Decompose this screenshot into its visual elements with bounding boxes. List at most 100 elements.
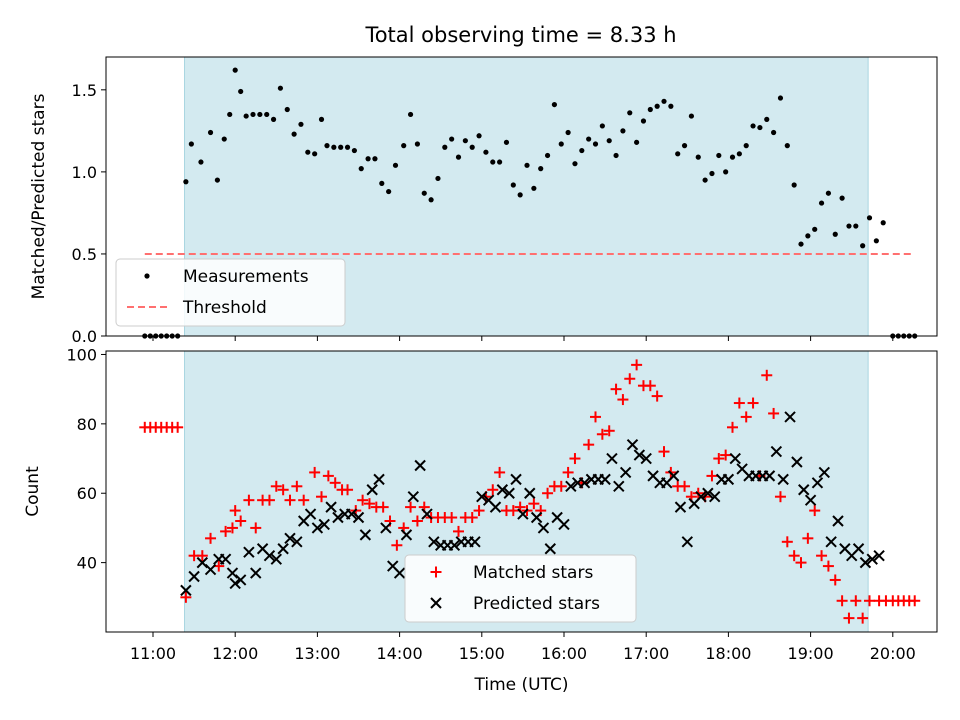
matched-star-point [747, 397, 759, 409]
predicted-star-point [763, 470, 776, 482]
predicted-star-point [674, 501, 687, 513]
matched-star-point [795, 557, 807, 569]
measurement-point [681, 143, 688, 149]
measurement-point [592, 141, 599, 147]
matched-star-point [229, 505, 241, 517]
measurement-point [455, 154, 462, 160]
measurement-point [688, 113, 695, 119]
matched-star-point [569, 453, 581, 465]
matched-star-point [768, 407, 780, 419]
matched-star-point [829, 574, 841, 586]
predicted-star-point [345, 508, 358, 520]
matched-star-point [706, 470, 718, 482]
matched-star-point [220, 525, 232, 537]
x-axis-label: Time (UTC) [474, 675, 569, 695]
predicted-star-point [832, 515, 844, 527]
predicted-star-point [380, 522, 392, 534]
matched-star-point [631, 359, 643, 371]
predicted-star-point [291, 536, 303, 548]
ratio-marks-layer [142, 67, 918, 339]
ratio-y-tick-label: 0.5 [72, 245, 97, 264]
matched-star-point [487, 484, 499, 496]
predicted-star-point [804, 494, 817, 506]
matched-star-point [542, 487, 554, 499]
matched-star-point [284, 494, 296, 506]
predicted-star-point [250, 567, 262, 579]
predicted-star-point [578, 477, 591, 489]
matched-star-point [243, 494, 255, 506]
count-y-tick-label: 80 [77, 415, 97, 434]
x-tick-label: 18:00 [705, 644, 751, 663]
measurement-point [620, 128, 626, 134]
measurement-point [695, 154, 701, 160]
predicted-star-point [332, 511, 344, 524]
matched-star-point [342, 484, 354, 496]
predicted-star-point [784, 411, 796, 423]
predicted-star-point [517, 508, 529, 520]
measurement-point [750, 123, 756, 129]
predicted-star-point [681, 536, 694, 548]
count-y-tick-label: 60 [77, 484, 97, 503]
predicted-star-point [204, 563, 217, 576]
measurement-point [661, 98, 667, 104]
matched-star-point [405, 501, 417, 513]
predicted-star-point [407, 490, 420, 503]
measurement-point [414, 141, 421, 147]
predicted-star-point [708, 490, 721, 503]
measurement-point [599, 123, 605, 129]
measurement-point [579, 147, 585, 154]
matched-star-point [205, 532, 217, 544]
legend-matched-label: Matched stars [473, 563, 593, 583]
predicted-star-point [537, 522, 550, 534]
matched-star-point [316, 491, 328, 503]
predicted-star-point [619, 466, 632, 479]
measurement-point [524, 162, 530, 168]
matched-star-point [603, 425, 615, 437]
predicted-star-point [811, 477, 824, 489]
predicted-star-point [469, 536, 481, 548]
predicted-star-point [421, 508, 433, 520]
predicted-star-point [702, 487, 714, 499]
measurement-point [640, 118, 647, 124]
measurement-point [709, 170, 715, 177]
matched-star-point [590, 411, 602, 423]
ratio-y-tick-label: 0.0 [72, 327, 97, 346]
measurement-point [627, 110, 633, 116]
measurement-point [551, 101, 558, 108]
matched-star-point [494, 466, 506, 478]
matched-star-point [507, 505, 519, 517]
matched-star-point [473, 505, 485, 517]
measurement-point [853, 223, 859, 229]
measurement-point [214, 177, 220, 183]
measurement-point [503, 139, 510, 145]
measurement-point [183, 179, 189, 185]
measurement-point [490, 159, 496, 165]
matched-star-point [322, 470, 334, 482]
predicted-star-point [311, 522, 324, 534]
matched-star-point [850, 595, 862, 607]
measurement-point [207, 129, 214, 136]
matched-star-point [802, 532, 814, 544]
measurement-point [365, 156, 371, 162]
measurement-point [483, 149, 489, 155]
matched-star-point [610, 383, 622, 395]
measurement-point [606, 138, 612, 144]
measurement-point [257, 111, 263, 118]
measurement-point [421, 190, 427, 196]
measurement-point [298, 121, 304, 127]
measurement-point [825, 190, 832, 196]
measurement-point [221, 136, 227, 142]
measurement-point [757, 124, 763, 131]
measurement-point [647, 106, 653, 113]
predicted-star-point [798, 484, 810, 496]
measurement-point [729, 154, 736, 160]
measurement-point [227, 111, 233, 118]
measurement-point [544, 152, 551, 159]
matched-star-point [250, 522, 262, 534]
matched-star-point [180, 591, 192, 603]
measurement-point [572, 161, 578, 167]
count-x-axis: 11:00 12:00 13:00 14:00 15:00 16:00 17:00 18:00… [130, 632, 916, 663]
predicted-star-point [777, 473, 789, 486]
predicted-star-point [243, 546, 255, 558]
ratio-y-axis-label: Matched/Predicted stars [29, 93, 49, 299]
